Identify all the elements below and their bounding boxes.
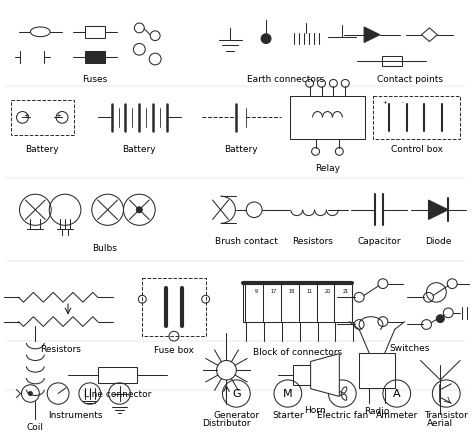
Text: +: + bbox=[24, 114, 29, 120]
Text: 11: 11 bbox=[307, 289, 313, 295]
Text: Ammeter: Ammeter bbox=[375, 411, 418, 420]
Text: Distributor: Distributor bbox=[202, 419, 251, 428]
Text: Brush contact: Brush contact bbox=[215, 237, 278, 246]
Text: 18: 18 bbox=[289, 289, 295, 295]
Text: +: + bbox=[383, 100, 387, 105]
Text: 17: 17 bbox=[271, 289, 277, 295]
Bar bbox=[290, 96, 365, 139]
Text: Resistors: Resistors bbox=[40, 345, 81, 354]
Text: Generator: Generator bbox=[213, 411, 259, 420]
Text: 9: 9 bbox=[255, 289, 258, 295]
Bar bbox=[373, 96, 460, 139]
Polygon shape bbox=[428, 200, 448, 219]
Text: Capacitor: Capacitor bbox=[357, 237, 401, 246]
Bar bbox=[243, 283, 352, 321]
Ellipse shape bbox=[30, 27, 50, 37]
Text: Battery: Battery bbox=[122, 145, 156, 154]
Text: G: G bbox=[232, 388, 241, 399]
Text: Block of connectors: Block of connectors bbox=[253, 348, 342, 357]
Text: Aerial: Aerial bbox=[427, 419, 454, 428]
Text: Earth connectors: Earth connectors bbox=[247, 75, 325, 84]
Text: Coil: Coil bbox=[27, 422, 44, 432]
Text: Starter: Starter bbox=[272, 411, 304, 420]
Text: Fuse box: Fuse box bbox=[154, 346, 194, 355]
Bar bbox=[10, 100, 74, 135]
Text: Diode: Diode bbox=[425, 237, 452, 246]
Text: Horn: Horn bbox=[304, 406, 325, 415]
Text: Battery: Battery bbox=[26, 145, 59, 154]
Text: Battery: Battery bbox=[225, 145, 258, 154]
Circle shape bbox=[261, 34, 271, 44]
Polygon shape bbox=[364, 27, 380, 42]
Text: Instruments: Instruments bbox=[48, 411, 102, 420]
Text: Bulbs: Bulbs bbox=[92, 244, 117, 253]
Text: Contact points: Contact points bbox=[377, 75, 443, 84]
Bar bbox=[85, 26, 105, 38]
Text: Transistor: Transistor bbox=[424, 411, 468, 420]
Bar bbox=[382, 56, 401, 66]
Text: +: + bbox=[55, 114, 61, 120]
Polygon shape bbox=[310, 354, 339, 397]
Circle shape bbox=[28, 391, 32, 395]
Text: Control box: Control box bbox=[391, 145, 443, 154]
Text: Resistors: Resistors bbox=[292, 237, 333, 246]
Circle shape bbox=[437, 315, 444, 323]
Polygon shape bbox=[421, 28, 438, 41]
Text: 20: 20 bbox=[324, 289, 330, 295]
Bar bbox=[98, 367, 137, 383]
Text: 21: 21 bbox=[342, 289, 348, 295]
Bar bbox=[293, 365, 310, 385]
Text: Relay: Relay bbox=[315, 164, 340, 173]
Text: Fuses: Fuses bbox=[82, 75, 108, 84]
Bar bbox=[359, 353, 395, 388]
Text: Radio: Radio bbox=[364, 407, 390, 416]
Text: -: - bbox=[401, 100, 404, 105]
Text: Electric fan: Electric fan bbox=[317, 411, 368, 420]
Text: A: A bbox=[393, 388, 401, 399]
Text: Switches: Switches bbox=[390, 344, 430, 353]
Circle shape bbox=[137, 207, 142, 213]
Bar bbox=[142, 278, 206, 336]
Bar bbox=[85, 51, 105, 63]
Text: M: M bbox=[283, 388, 292, 399]
Text: Line connector: Line connector bbox=[84, 390, 151, 399]
